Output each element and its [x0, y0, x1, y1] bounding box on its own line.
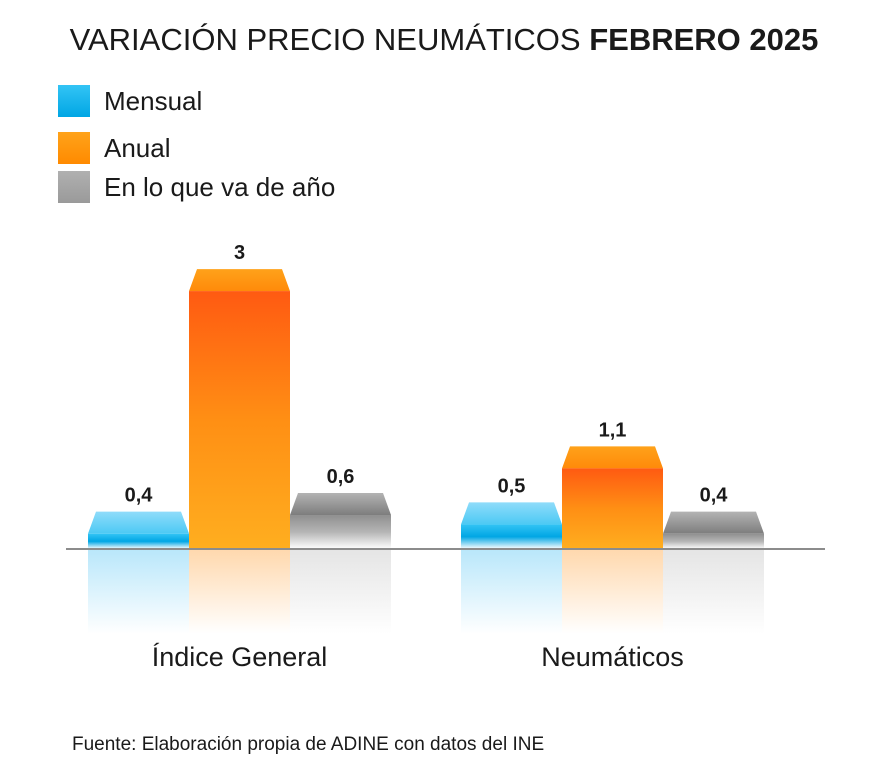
data-label: 1,1: [599, 419, 627, 441]
bar-reflection: [461, 549, 562, 634]
data-label: 0,4: [700, 485, 729, 507]
data-label: 0,4: [125, 485, 154, 507]
bar-neumaticos-anual: [562, 468, 663, 549]
bar-top: [189, 269, 290, 292]
legend-swatch-ytd: [58, 171, 90, 203]
bar-reflection: [88, 549, 189, 634]
bar-reflection: [189, 549, 290, 634]
bar-indice-general-anual: [189, 291, 290, 549]
bar-reflection: [290, 549, 391, 634]
category-label: Índice General: [152, 642, 328, 672]
bar-indice-general-en-lo-que-va-de-a-o: [290, 515, 391, 549]
category-label: Neumáticos: [541, 642, 684, 672]
legend-item-ytd: En lo que va de año: [58, 170, 335, 204]
chart-title-main: VARIACIÓN PRECIO NEUMÁTICOS: [69, 22, 581, 57]
legend-label-mensual: Mensual: [104, 85, 203, 116]
bar-top: [562, 446, 663, 469]
legend-item-mensual: Mensual: [58, 84, 202, 118]
legend-swatch-anual: [58, 132, 90, 164]
bar-indice-general-mensual: [88, 533, 189, 549]
bar-top: [290, 493, 391, 516]
legend-item-anual: Anual: [58, 131, 171, 165]
bar-reflection: [663, 549, 764, 634]
data-label: 3: [234, 242, 245, 264]
bar-top: [88, 511, 189, 534]
bar-top: [461, 502, 562, 525]
chart-title: VARIACIÓN PRECIO NEUMÁTICOS FEBRERO 2025: [0, 22, 888, 58]
data-label: 0,6: [327, 466, 355, 488]
data-label: 0,5: [498, 475, 526, 497]
bar-top: [663, 511, 764, 534]
chart-title-bold: FEBRERO 2025: [589, 22, 819, 57]
legend-swatch-mensual: [58, 85, 90, 117]
bar-reflection: [562, 549, 663, 634]
bar-neumaticos-en-lo-que-va-de-a-o: [663, 533, 764, 549]
source-note: Fuente: Elaboración propia de ADINE con …: [72, 734, 545, 755]
bar-neumaticos-mensual: [461, 524, 562, 549]
legend-label-anual: Anual: [104, 132, 171, 163]
legend-label-ytd: En lo que va de año: [104, 171, 336, 202]
